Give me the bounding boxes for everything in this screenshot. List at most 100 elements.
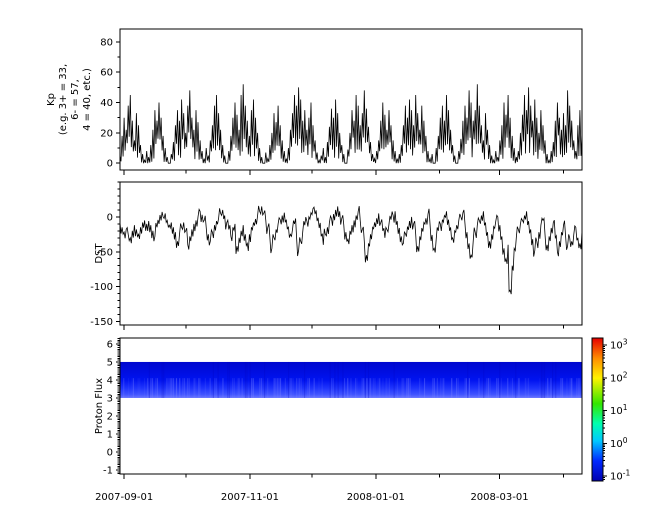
band-stripe (371, 378, 373, 398)
band-stripe (275, 378, 277, 398)
band-stripe (273, 378, 275, 398)
band-stripe (262, 378, 264, 398)
band-stripe (456, 378, 458, 398)
colorbar-tick-label: 100 (610, 436, 628, 450)
band-stripe (308, 378, 310, 398)
kp-ylabel: Kp(e.g. 3+ = 33,6- = 57,4 = 40, etc.) (46, 64, 93, 135)
band-stripe (401, 378, 403, 398)
band-stripe (403, 378, 405, 398)
band-stripe (267, 378, 269, 398)
band-stripe (228, 361, 230, 398)
band-stripe (156, 378, 158, 398)
band-stripe (518, 378, 520, 398)
band-stripe (396, 378, 398, 398)
band-stripe (433, 378, 435, 398)
band-stripe (313, 378, 315, 398)
band-stripe (216, 378, 218, 398)
band-stripe (393, 361, 395, 398)
band-stripe (144, 378, 146, 398)
band-stripe (550, 378, 552, 398)
y-tick-label: 0 (107, 159, 113, 170)
band-stripe (563, 378, 565, 398)
band-stripe (147, 378, 149, 398)
band-stripe (552, 361, 554, 398)
colorbar: 103 102 101 100 10-1 (591, 337, 630, 483)
band-stripe (368, 361, 370, 398)
y-tick-label: 0 (107, 448, 113, 459)
band-stripe (369, 378, 371, 398)
band-stripe (195, 378, 197, 398)
y-tick-label: 4 (107, 375, 113, 386)
band-stripe (337, 361, 339, 398)
band-stripe (280, 378, 282, 398)
band-stripe (296, 378, 298, 398)
band-stripe (329, 361, 331, 398)
band-stripe (356, 378, 358, 398)
band-stripe (214, 378, 216, 398)
band-stripe (198, 378, 200, 398)
band-stripe (405, 378, 406, 398)
band-stripe (260, 378, 262, 398)
band-stripe (331, 378, 333, 398)
y-tick-label: -100 (90, 282, 113, 293)
band-stripe (278, 378, 280, 398)
band-stripe (131, 378, 133, 398)
band-stripe (500, 378, 502, 398)
band-stripe (163, 361, 165, 398)
y-tick-label: -150 (90, 317, 113, 328)
band-stripe (555, 361, 557, 398)
band-stripe (238, 378, 240, 398)
band-stripe (355, 378, 357, 398)
band-stripe (334, 361, 336, 398)
band-stripe (457, 378, 459, 398)
y-tick-label: 5 (107, 357, 113, 368)
band-stripe (560, 378, 562, 398)
band-stripe (499, 361, 501, 398)
band-stripe (155, 378, 157, 398)
band-stripe (148, 361, 150, 398)
dst-series (119, 205, 583, 295)
band-stripe (507, 378, 509, 398)
band-stripe (227, 361, 229, 398)
band-stripe (481, 378, 483, 398)
band-stripe (292, 378, 294, 398)
band-stripe (406, 378, 408, 398)
band-stripe (304, 361, 306, 398)
band-stripe (547, 378, 549, 398)
proton-flux-frame (119, 337, 583, 475)
band-stripe (169, 378, 171, 398)
band-stripe (179, 378, 181, 398)
y-tick-label: 60 (100, 68, 113, 79)
band-stripe (568, 378, 569, 398)
band-stripe (188, 378, 190, 398)
band-stripe (297, 378, 299, 398)
band-stripe (204, 378, 206, 398)
y-tick-label: 0 (107, 212, 113, 223)
x-date-label: 2007-11-01 (221, 492, 279, 503)
band-stripe (176, 378, 178, 398)
band-stripe (347, 378, 349, 398)
band-stripe (544, 361, 546, 398)
band-stripe (184, 378, 186, 398)
dst-ylabel: DST (94, 243, 105, 264)
band-stripe (246, 361, 248, 398)
band-stripe (166, 378, 168, 398)
x-date-label: 2008-01-01 (347, 492, 405, 503)
band-stripe (289, 378, 291, 398)
band-stripe (440, 378, 442, 398)
band-stripe (478, 378, 480, 398)
band-stripe (443, 378, 445, 398)
y-tick-label: 3 (107, 393, 113, 404)
dst-frame (119, 181, 583, 326)
kp-series (119, 84, 583, 164)
band-stripe (232, 378, 234, 398)
band-stripe (259, 378, 261, 398)
band-stripe (300, 378, 302, 398)
y-tick-label: 20 (100, 128, 113, 139)
band-stripe (464, 378, 466, 398)
band-stripe (528, 378, 530, 398)
band-stripe (372, 378, 374, 398)
